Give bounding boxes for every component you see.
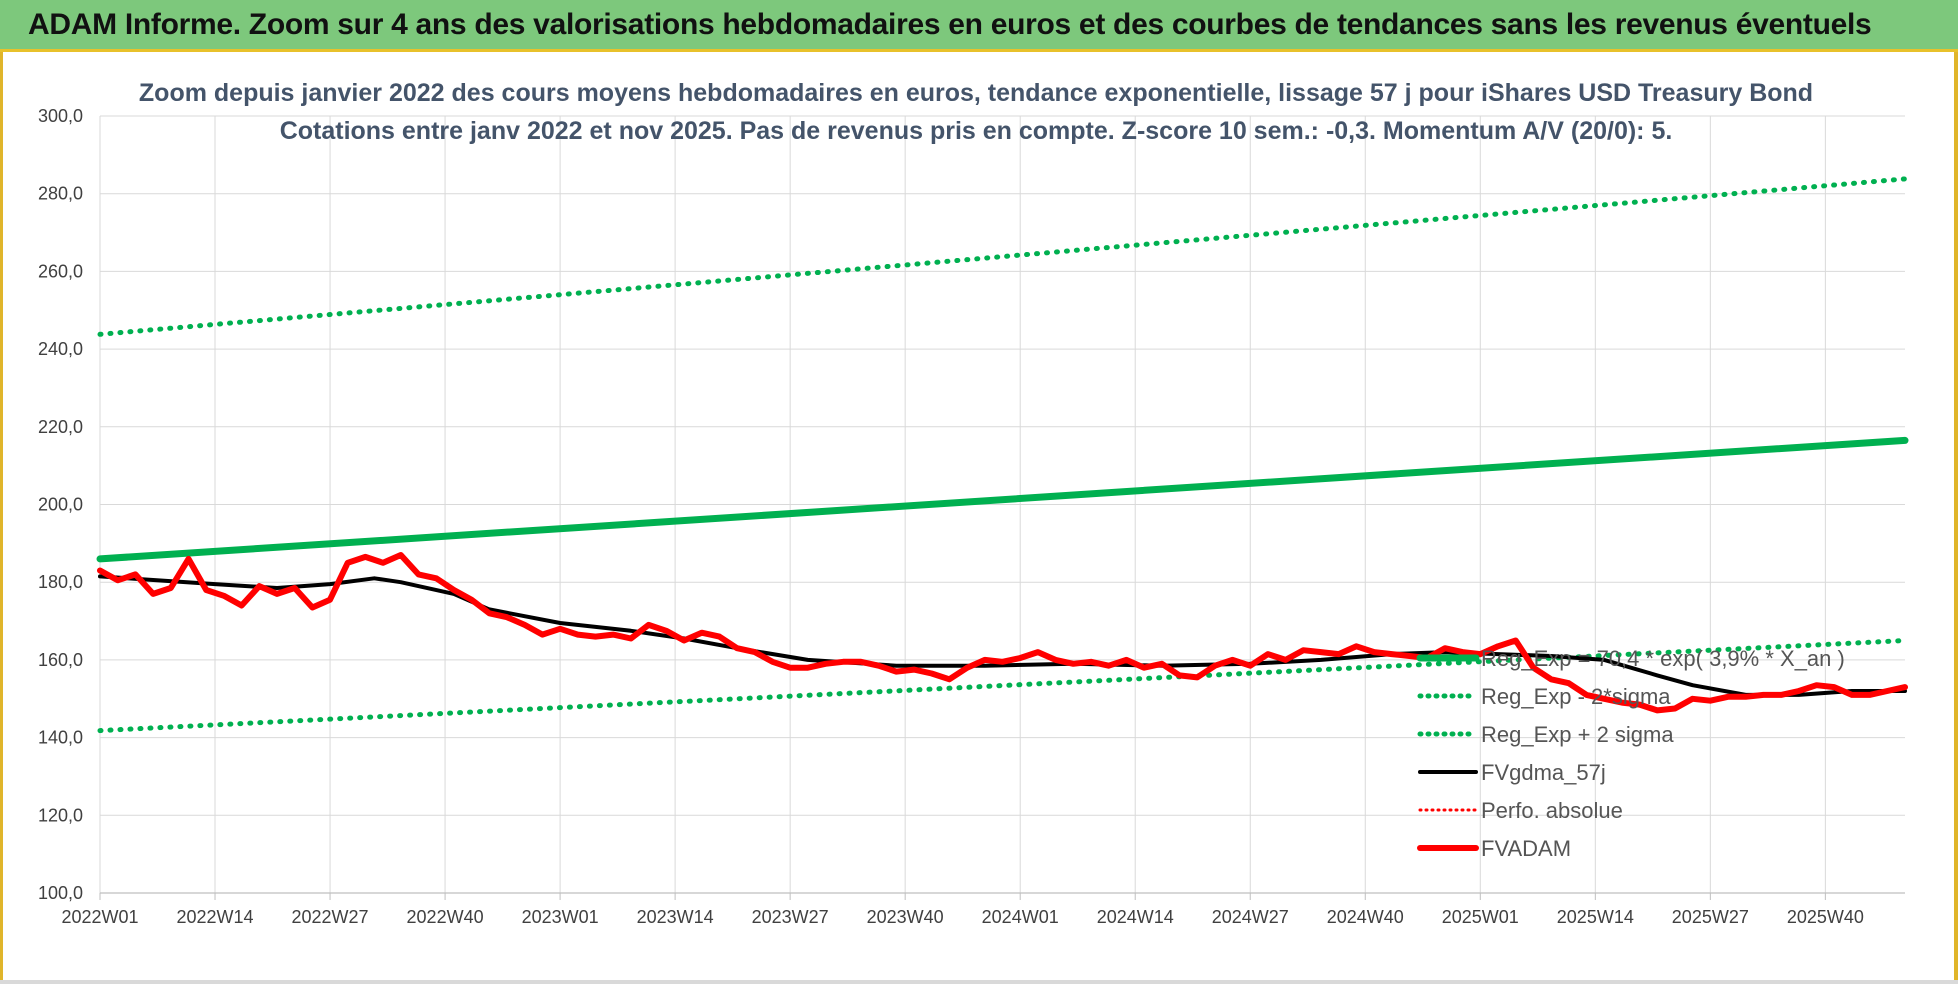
legend-label-mma: FVgdma_57j	[1481, 760, 1606, 785]
series-moving-average	[98, 574, 1907, 697]
banner-title: ADAM Informe. Zoom sur 4 ans des valoris…	[28, 8, 1872, 41]
x-tick-label: 2022W27	[292, 907, 369, 927]
x-tick-label: 2023W27	[752, 907, 829, 927]
x-tick-label: 2023W14	[637, 907, 714, 927]
x-tick-label: 2022W40	[407, 907, 484, 927]
frame-right-border	[1954, 52, 1958, 984]
series-lower-band	[97, 638, 1908, 734]
legend-label-trend: Reg_Exp = 70,4 * exp( 3,9% * X_an )	[1481, 646, 1845, 671]
series-trend-line	[96, 436, 1909, 563]
x-tick-label: 2024W27	[1212, 907, 1289, 927]
chart-legend: Reg_Exp = 70,4 * exp( 3,9% * X_an ) Reg_E…	[1416, 646, 1845, 861]
y-tick-label: 180,0	[38, 572, 83, 592]
x-tick-label: 2023W40	[867, 907, 944, 927]
series-price	[97, 552, 1908, 714]
x-tick-label: 2022W14	[176, 907, 253, 927]
x-tick-label: 2025W01	[1442, 907, 1519, 927]
legend-label-upper: Reg_Exp + 2 sigma	[1481, 722, 1674, 747]
y-tick-label: 220,0	[38, 417, 83, 437]
y-tick-label: 140,0	[38, 728, 83, 748]
y-tick-label: 120,0	[38, 805, 83, 825]
chart-title-line: Cotations entre janv 2022 et nov 2025. P…	[280, 117, 1673, 145]
x-tick-label: 2025W27	[1672, 907, 1749, 927]
chart-axes: 100,0 120,0 140,0 160,0 180,0 200,0 220,0 240,0…	[38, 106, 1905, 927]
x-tick-label: 2025W14	[1557, 907, 1634, 927]
y-tick-label: 200,0	[38, 495, 83, 515]
frame-left-border	[0, 52, 3, 984]
legend-label-perf: Perfo. absolue	[1481, 798, 1623, 823]
chart-title: Zoom depuis janvier 2022 des cours moyen…	[139, 79, 1813, 145]
frame-bottom-border	[0, 980, 1958, 984]
legend-label-lower: Reg_Exp - 2*sigma	[1481, 684, 1671, 709]
line-chart: 100,0 120,0 140,0 160,0 180,0 200,0 220,0 240,0…	[38, 79, 1909, 927]
chart-title-line: Zoom depuis janvier 2022 des cours moyen…	[139, 79, 1813, 107]
y-tick-label: 280,0	[38, 184, 83, 204]
x-tick-label: 2024W14	[1097, 907, 1174, 927]
report-banner: ADAM Informe. Zoom sur 4 ans des valoris…	[0, 0, 1958, 52]
legend-label-price: FVADAM	[1481, 836, 1571, 861]
x-tick-label: 2025W40	[1787, 907, 1864, 927]
x-tick-label: 2024W40	[1327, 907, 1404, 927]
y-tick-label: 100,0	[38, 883, 83, 903]
x-tick-label: 2024W01	[982, 907, 1059, 927]
chart-series	[96, 176, 1909, 734]
y-tick-label: 240,0	[38, 339, 83, 359]
y-tick-label: 160,0	[38, 650, 83, 670]
y-tick-label: 260,0	[38, 261, 83, 281]
y-tick-label: 300,0	[38, 106, 83, 126]
x-tick-label: 2023W01	[522, 907, 599, 927]
x-tick-label: 2022W01	[61, 907, 138, 927]
series-upper-band	[97, 176, 1908, 337]
grid-lines	[99, 115, 1905, 894]
